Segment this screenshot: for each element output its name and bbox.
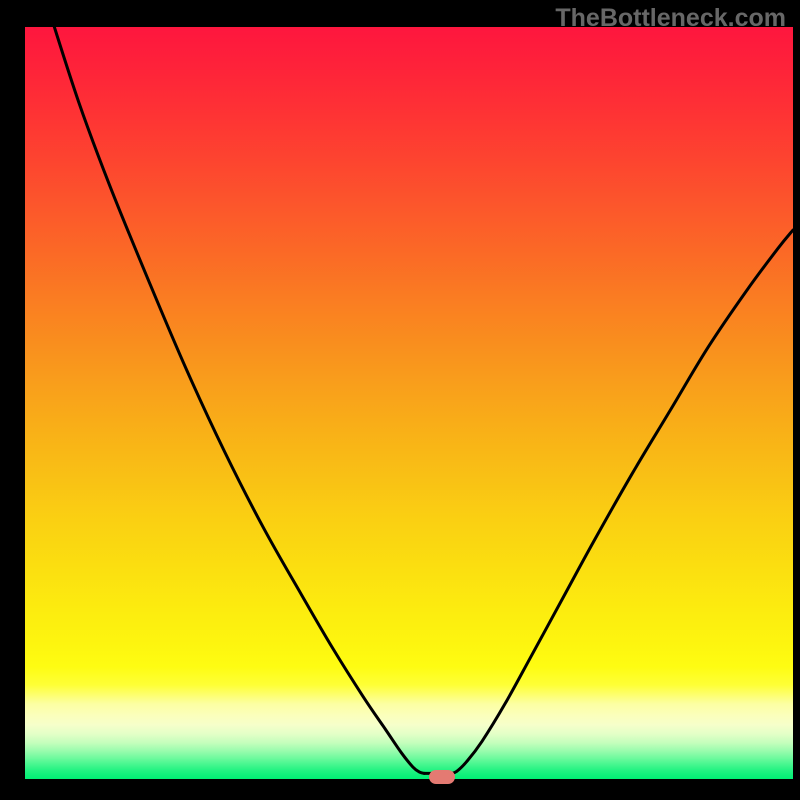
chart-root: TheBottleneck.com bbox=[0, 0, 800, 800]
plot-area bbox=[25, 27, 793, 779]
watermark-text: TheBottleneck.com bbox=[555, 4, 786, 33]
optimum-marker bbox=[429, 770, 455, 784]
